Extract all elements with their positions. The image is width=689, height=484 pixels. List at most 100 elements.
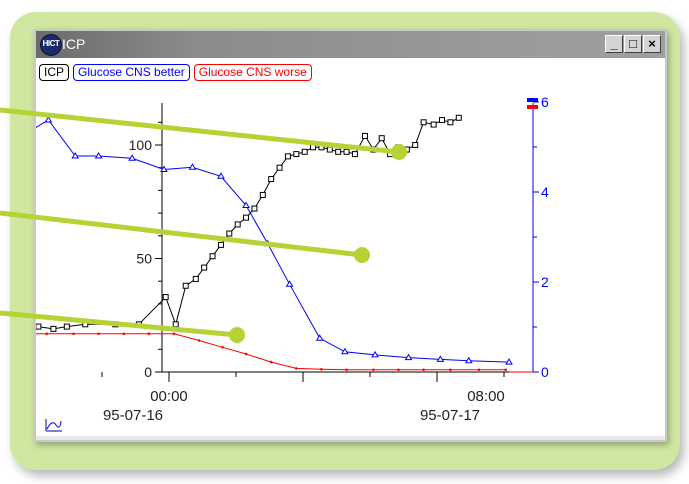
data-point	[36, 323, 42, 330]
data-point	[430, 121, 437, 128]
data-point	[422, 368, 425, 372]
data-point	[242, 201, 250, 208]
data-point	[320, 368, 323, 371]
data-point	[361, 132, 368, 139]
data-point	[94, 152, 103, 159]
x-tick-label: 08:00	[467, 388, 505, 405]
data-point	[226, 230, 233, 237]
data-point	[295, 367, 298, 370]
data-point	[269, 360, 273, 364]
maximize-icon: □	[629, 36, 637, 51]
data-point	[464, 356, 473, 364]
data-point	[268, 176, 275, 183]
data-point	[112, 321, 119, 328]
y-right-tick-label: 6	[541, 94, 549, 110]
data-point	[345, 368, 348, 372]
data-point	[439, 117, 446, 124]
data-point	[335, 148, 342, 155]
chart-plot: 0 50 100 0 2 4 6 00:00 95-07-16 08:00 95-07-17	[36, 94, 549, 424]
data-point	[340, 347, 349, 355]
data-point	[244, 352, 248, 356]
data-point	[372, 368, 375, 372]
data-point	[412, 142, 419, 148]
data-point	[455, 114, 462, 121]
data-point	[192, 275, 199, 282]
series-line	[36, 117, 460, 330]
data-point	[370, 146, 377, 153]
data-point	[395, 144, 402, 151]
title-bar[interactable]: HICT ICP _ □ ×	[36, 31, 665, 58]
right-axis-marker	[527, 105, 538, 109]
data-point	[387, 151, 394, 158]
maximize-button[interactable]: □	[624, 35, 642, 53]
right-axis-marker	[527, 98, 538, 102]
data-point	[162, 294, 169, 301]
data-point	[234, 221, 241, 228]
data-point	[201, 264, 208, 271]
x-tick-label: 00:00	[150, 388, 188, 405]
data-point	[263, 239, 272, 247]
data-point	[447, 119, 454, 126]
data-point	[504, 368, 507, 372]
data-point	[477, 368, 481, 372]
data-point	[371, 350, 379, 358]
data-point	[449, 368, 452, 372]
window-title: ICP	[62, 36, 86, 52]
data-point	[318, 144, 325, 151]
data-point	[209, 253, 216, 260]
data-point	[284, 153, 291, 160]
data-point	[128, 154, 137, 161]
data-point	[197, 339, 201, 342]
data-point	[397, 368, 400, 372]
y-left-tick-label: 0	[144, 364, 152, 380]
data-point	[182, 282, 189, 289]
series-line	[36, 333, 506, 371]
data-point	[505, 358, 513, 365]
data-point	[122, 332, 126, 336]
minimize-icon: _	[610, 36, 618, 51]
y-right-tick-label: 2	[541, 274, 549, 290]
data-point	[293, 151, 300, 158]
x-tick-date-label: 95-07-16	[103, 407, 163, 424]
data-point	[221, 345, 224, 349]
data-point	[310, 144, 317, 151]
data-point	[217, 172, 225, 179]
data-point	[97, 332, 100, 336]
data-point	[188, 163, 197, 170]
data-point	[351, 151, 358, 158]
chart-type-icon[interactable]	[44, 417, 64, 433]
legend-item-glucose-better[interactable]: Glucose CNS better	[73, 64, 190, 81]
y-right-tick-label: 0	[541, 364, 549, 380]
x-tick-date-label: 95-07-17	[420, 407, 480, 424]
legend-item-glucose-worse[interactable]: Glucose CNS worse	[193, 64, 312, 81]
data-point	[251, 205, 258, 212]
data-point	[147, 332, 151, 336]
data-point	[436, 355, 445, 362]
minimize-button[interactable]: _	[605, 35, 623, 53]
close-icon: ×	[648, 36, 656, 51]
data-point	[243, 214, 250, 221]
data-point	[378, 135, 385, 142]
data-point	[45, 332, 49, 336]
data-point	[72, 332, 75, 336]
series-line	[36, 119, 510, 363]
data-point	[285, 280, 294, 287]
data-point	[63, 323, 70, 330]
data-point	[160, 165, 168, 172]
y-left-tick-label: 100	[129, 137, 153, 153]
data-point	[172, 321, 179, 328]
data-point	[276, 164, 283, 171]
close-button[interactable]: ×	[643, 35, 661, 53]
data-point	[403, 146, 410, 153]
data-point	[326, 146, 333, 153]
legend: ICP Glucose CNS better Glucose CNS worse	[39, 64, 312, 81]
data-point	[315, 334, 324, 341]
data-point	[135, 321, 142, 328]
app-logo-icon: HICT	[40, 34, 62, 56]
legend-item-icp[interactable]: ICP	[39, 64, 70, 81]
window-controls: _ □ ×	[605, 35, 661, 53]
data-point	[44, 116, 53, 123]
data-point	[71, 152, 80, 159]
data-point	[420, 119, 427, 126]
y-right-tick-label: 4	[541, 184, 549, 200]
